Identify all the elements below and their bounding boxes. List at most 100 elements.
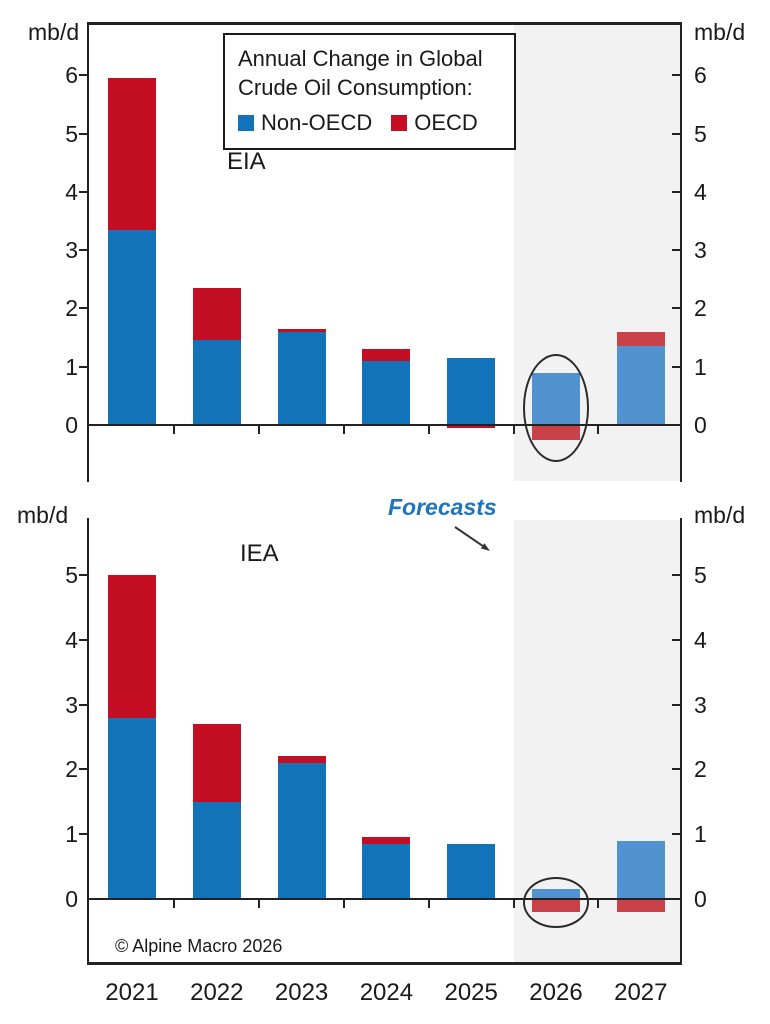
x-tick <box>597 425 600 434</box>
x-tick <box>512 425 515 434</box>
y-tick-label: 1 <box>65 353 78 380</box>
highlight-ellipse-2026 <box>523 877 589 928</box>
bar-eia-2021-oecd <box>108 78 156 230</box>
y-tick-label: 1 <box>694 353 707 380</box>
legend-swatch-oecd <box>391 115 408 131</box>
year-label-2023: 2023 <box>274 979 329 1006</box>
x-tick <box>343 899 345 908</box>
legend-title-line1: Annual Change in Global <box>238 46 483 71</box>
bar-iea-2023-non-oecd <box>277 762 326 899</box>
x-tick <box>343 425 345 434</box>
bar-iea-2021-non-oecd <box>108 717 156 899</box>
y-tick-label: 5 <box>694 120 707 147</box>
y-tick-label: 5 <box>694 562 707 588</box>
bar-iea-2027-oecd <box>616 899 665 912</box>
bar-iea-2024-oecd <box>362 837 411 844</box>
highlight-ellipse-2026 <box>523 353 589 462</box>
y-tick <box>672 365 681 368</box>
unit-label-bottom-left: mb/d <box>17 502 69 528</box>
x-tick <box>258 425 261 434</box>
plot-bottom-border <box>87 962 682 965</box>
y-tick-label: 0 <box>694 412 707 438</box>
year-label-2022: 2022 <box>190 979 244 1006</box>
bar-eia-2024-oecd <box>362 349 411 361</box>
y-tick-label: 6 <box>694 62 707 89</box>
y-tick <box>672 132 681 135</box>
bar-iea-2025-non-oecd <box>447 843 496 899</box>
unit-label-top-left: mb/d <box>28 19 80 45</box>
forecast-arrow-icon <box>454 526 490 551</box>
y-tick <box>672 249 681 252</box>
y-tick <box>79 365 88 368</box>
y-tick-label: 2 <box>65 756 78 783</box>
unit-label-top-right: mb/d <box>694 19 746 45</box>
bar-eia-2025-oecd <box>447 425 496 428</box>
y-tick-label: 3 <box>694 691 707 718</box>
legend-label-non-oecd: Non-OECD <box>261 110 373 135</box>
y-tick <box>79 638 88 641</box>
zero-line <box>87 898 682 900</box>
y-tick-label: 5 <box>65 120 78 147</box>
y-tick <box>79 132 88 135</box>
y-tick-label: 1 <box>694 821 707 848</box>
bar-eia-2027-oecd <box>616 331 665 347</box>
y-axis-left <box>87 23 89 482</box>
legend-items-row: Non-OECD OECD <box>238 110 504 136</box>
y-tick <box>79 249 88 252</box>
y-tick-label: 2 <box>65 295 78 322</box>
bar-eia-2025-non-oecd <box>447 357 496 425</box>
y-tick <box>79 833 88 836</box>
x-tick <box>427 899 430 908</box>
bar-iea-2022-non-oecd <box>192 801 241 899</box>
copyright-text: © Alpine Macro 2026 <box>115 936 283 956</box>
year-label-2027: 2027 <box>614 979 668 1006</box>
zero-line <box>87 424 682 426</box>
bar-iea-2022-oecd <box>192 724 241 802</box>
y-tick <box>79 768 88 771</box>
y-tick-label: 4 <box>694 178 707 205</box>
y-tick-label: 4 <box>65 178 78 205</box>
bar-eia-2022-oecd <box>192 287 241 341</box>
bar-eia-2021-non-oecd <box>108 229 156 425</box>
x-tick <box>258 899 261 908</box>
y-tick-label: 2 <box>694 756 707 783</box>
y-tick-label: 6 <box>65 62 78 89</box>
y-tick <box>79 74 88 77</box>
y-tick-label: 0 <box>694 886 707 912</box>
y-tick <box>672 768 681 771</box>
y-tick <box>672 307 681 310</box>
y-tick-label: 0 <box>65 412 78 438</box>
plot-top-border <box>87 22 682 25</box>
year-label-2024: 2024 <box>359 979 414 1006</box>
year-label-2021: 2021 <box>105 979 159 1006</box>
y-tick <box>672 833 681 836</box>
y-tick <box>672 638 681 641</box>
bar-iea-2027-non-oecd <box>616 840 665 899</box>
legend-swatch-non-oecd <box>238 115 254 131</box>
bar-eia-2022-non-oecd <box>192 340 241 425</box>
bar-iea-2024-non-oecd <box>362 843 411 899</box>
y-tick <box>79 190 88 193</box>
y-tick-label: 0 <box>65 886 78 912</box>
forecast-label: Forecasts <box>388 494 497 520</box>
y-axis-right <box>680 23 682 482</box>
legend-label-oecd: OECD <box>414 110 478 135</box>
unit-label-bottom-right: mb/d <box>694 502 746 528</box>
y-tick <box>672 574 681 576</box>
y-tick-label: 3 <box>65 237 78 264</box>
panel-label-iea: IEA <box>240 540 279 567</box>
y-tick-label: 5 <box>65 562 78 588</box>
bar-eia-2023-oecd <box>277 328 326 332</box>
y-tick <box>672 703 681 706</box>
y-tick <box>79 703 88 706</box>
year-label-2026: 2026 <box>529 979 583 1006</box>
x-tick <box>597 899 600 908</box>
panel-label-eia: EIA <box>227 148 266 175</box>
x-tick <box>427 425 430 434</box>
year-label-2025: 2025 <box>444 979 498 1006</box>
y-tick-label: 2 <box>694 295 707 322</box>
x-tick <box>512 899 515 908</box>
bar-eia-2027-non-oecd <box>616 346 665 425</box>
y-tick-label: 3 <box>65 691 78 718</box>
